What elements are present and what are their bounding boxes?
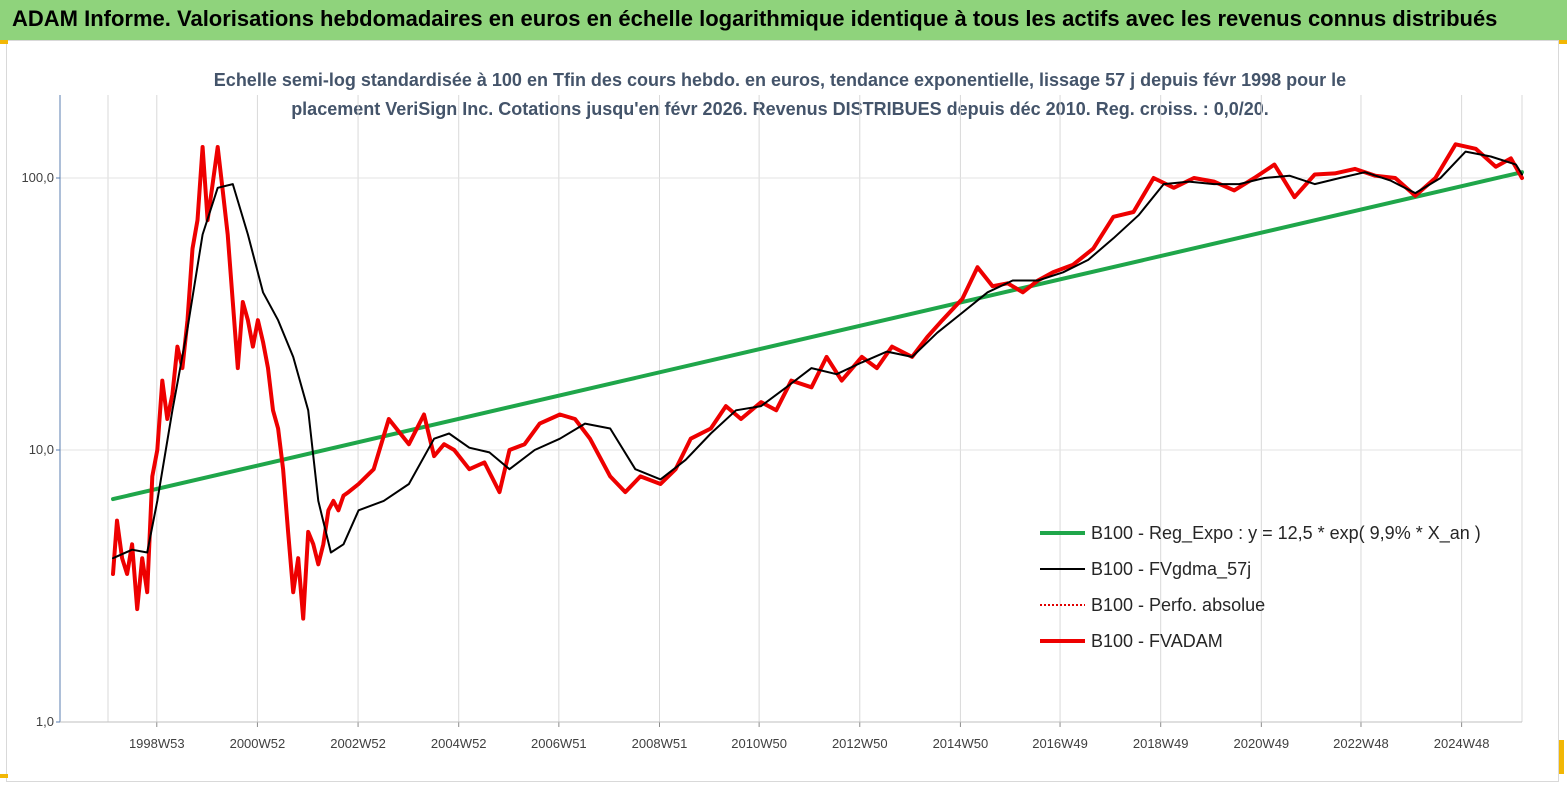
x-tick-label: 2006W51 xyxy=(531,736,587,751)
x-tick-label: 2004W52 xyxy=(431,736,487,751)
x-tick-label: 1998W53 xyxy=(129,736,185,751)
x-tick-label: 2012W50 xyxy=(832,736,888,751)
axis-layer: 1998W53 2000W52 2002W52 2004W52 2006W51 2008W… xyxy=(21,95,1522,751)
legend-label-1: B100 - FVgdma_57j xyxy=(1091,559,1251,580)
grid-layer xyxy=(60,95,1523,723)
x-tick-label: 2008W51 xyxy=(632,736,688,751)
series-layer xyxy=(111,142,1524,621)
x-tick-label: 2022W48 xyxy=(1333,736,1389,751)
corner-marker-tl xyxy=(0,40,8,44)
banner-title: ADAM Informe. Valorisations hebdomadaire… xyxy=(12,6,1498,31)
x-tick-label: 2002W52 xyxy=(330,736,386,751)
y-tick-label: 10,0 xyxy=(29,442,54,457)
series-line-3 xyxy=(111,142,1524,621)
y-tick-label: 1,0 xyxy=(36,714,54,729)
legend-layer: B100 - Reg_Expo : y = 12,5 * exp( 9,9% *… xyxy=(1040,523,1481,651)
chart-title-line-2: placement VeriSign Inc. Cotations jusqu'… xyxy=(291,99,1269,119)
series-line-1 xyxy=(112,150,1523,560)
corner-marker-br xyxy=(1559,740,1564,774)
x-tick-label: 2014W50 xyxy=(933,736,989,751)
chart-title: Echelle semi-log standardisée à 100 en T… xyxy=(180,66,1380,124)
x-tick-label: 2016W49 xyxy=(1032,736,1088,751)
chart-title-line-1: Echelle semi-log standardisée à 100 en T… xyxy=(213,70,1347,90)
series-line-0 xyxy=(111,170,1524,502)
corner-marker-tr xyxy=(1559,40,1567,44)
chart-frame xyxy=(6,40,1559,782)
x-tick-label: 2000W52 xyxy=(230,736,286,751)
x-tick-label: 2018W49 xyxy=(1133,736,1189,751)
x-tick-label: 2010W50 xyxy=(731,736,787,751)
header-banner: ADAM Informe. Valorisations hebdomadaire… xyxy=(0,0,1567,41)
x-tick-label: 2024W48 xyxy=(1434,736,1490,751)
x-tick-label: 2020W49 xyxy=(1234,736,1290,751)
corner-marker-bl xyxy=(0,774,8,778)
legend-label-3: B100 - FVADAM xyxy=(1091,631,1223,651)
y-tick-label: 100,0 xyxy=(21,170,54,185)
legend-label-0: B100 - Reg_Expo : y = 12,5 * exp( 9,9% *… xyxy=(1091,523,1481,544)
legend-label-2: B100 - Perfo. absolue xyxy=(1091,595,1265,615)
